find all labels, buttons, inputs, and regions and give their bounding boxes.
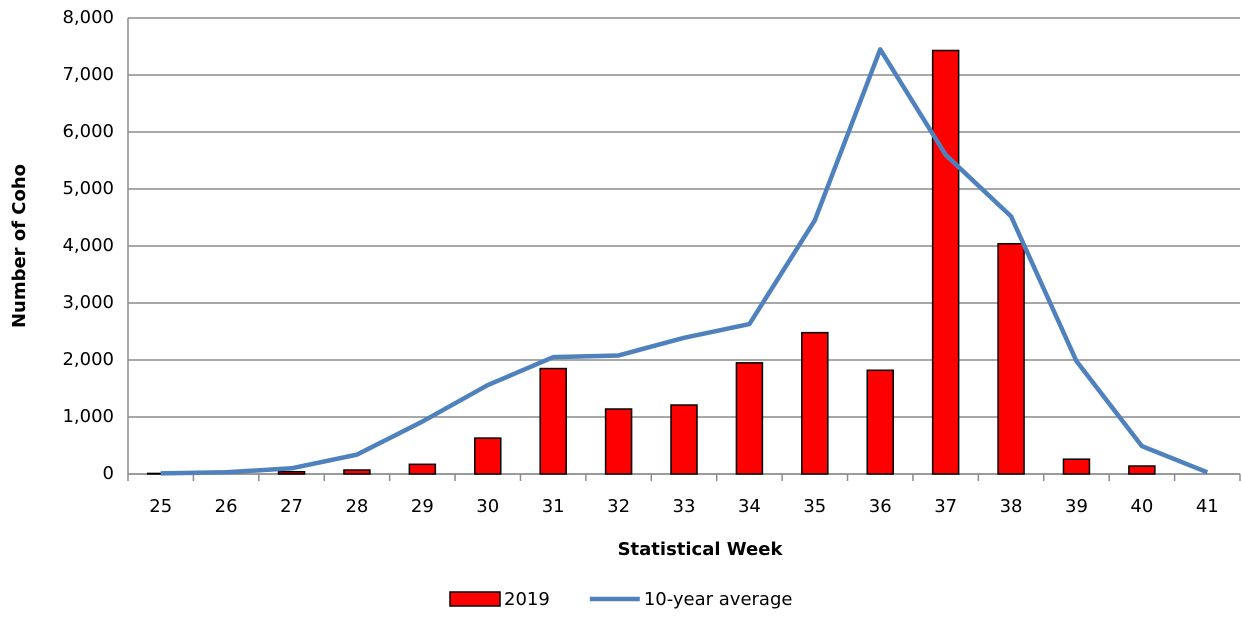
y-tick-label: 2,000 (62, 349, 114, 370)
x-tick-label: 37 (934, 496, 957, 517)
bar (1062, 458, 1091, 475)
bar (539, 367, 567, 475)
x-axis-title: Statistical Week (618, 539, 784, 560)
x-tick-label: 25 (149, 496, 172, 517)
x-tick-label: 26 (215, 496, 238, 517)
y-tick-label: 0 (103, 463, 114, 484)
legend-label: 10-year average (644, 589, 793, 610)
bar (997, 242, 1025, 475)
x-tick-label: 30 (476, 496, 499, 517)
x-tick-label: 40 (1130, 496, 1153, 517)
x-tick-label: 36 (869, 496, 892, 517)
x-tick-label: 39 (1065, 496, 1088, 517)
x-tick-label: 35 (803, 496, 826, 517)
y-tick-label: 3,000 (62, 292, 114, 313)
bar (343, 469, 371, 475)
y-tick-label: 4,000 (62, 235, 114, 256)
bar (735, 362, 764, 475)
y-tick-label: 8,000 (62, 7, 114, 28)
x-tick-label: 41 (1196, 496, 1219, 517)
bar (801, 331, 829, 475)
y-tick-label: 7,000 (62, 64, 114, 85)
bar (931, 49, 960, 475)
bar (670, 404, 698, 475)
x-tick-label: 27 (280, 496, 303, 517)
bar (1128, 465, 1156, 475)
x-tick-label: 33 (673, 496, 696, 517)
x-tick-label: 32 (607, 496, 630, 517)
legend-swatch (449, 591, 501, 607)
y-tick-label: 5,000 (62, 178, 114, 199)
x-tick-label: 28 (345, 496, 368, 517)
bar (604, 408, 633, 475)
x-tick-label: 29 (411, 496, 434, 517)
legend-label: 2019 (504, 589, 550, 610)
bar (277, 470, 306, 475)
bar (866, 369, 894, 475)
bar (408, 463, 437, 475)
y-tick-label: 6,000 (62, 121, 114, 142)
x-tick-label: 34 (738, 496, 761, 517)
y-tick-label: 1,000 (62, 406, 114, 427)
x-tick-label: 38 (1000, 496, 1023, 517)
bar (474, 437, 502, 475)
x-tick-label: 31 (542, 496, 565, 517)
y-axis-title: Number of Coho (9, 164, 30, 328)
line (160, 47, 1209, 476)
